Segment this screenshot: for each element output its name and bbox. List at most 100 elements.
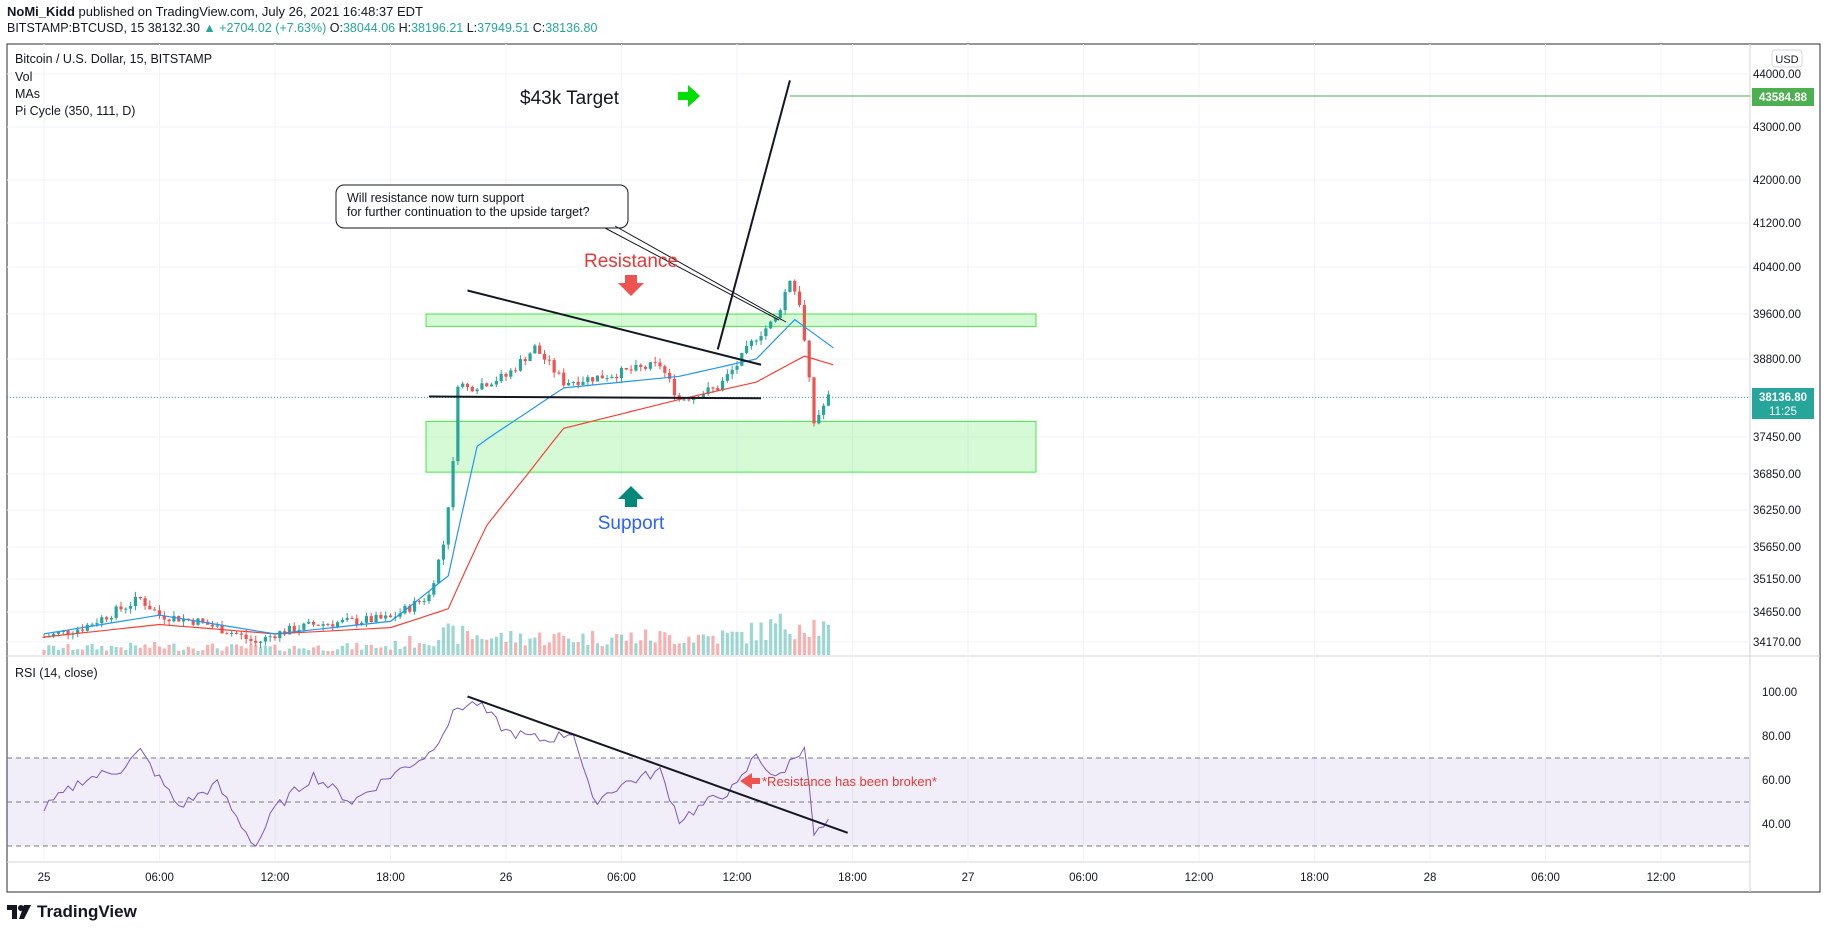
candle (80, 629, 85, 631)
support-zone (425, 420, 1037, 473)
candle (595, 375, 600, 382)
volume-bar (643, 629, 648, 655)
rsi-legend[interactable]: RSI (14, close) (15, 666, 98, 680)
volume-bar (408, 635, 412, 655)
candle (566, 382, 571, 386)
candle (822, 405, 826, 415)
volume-bar (220, 650, 224, 655)
volume-bar (523, 645, 527, 655)
candle (379, 614, 383, 619)
candle (701, 393, 705, 398)
candle (720, 380, 725, 391)
currency-label: USD (1775, 54, 1798, 66)
volume-bar (71, 649, 75, 655)
volume-bar (812, 619, 816, 655)
close-value: 38136.80 (545, 21, 598, 35)
candle (268, 636, 272, 638)
time-tick-label: 12:00 (1647, 872, 1676, 884)
price-tick-label: 38800.00 (1753, 354, 1801, 366)
support-annotation[interactable]: Support (598, 513, 665, 534)
volume-bar (716, 643, 720, 655)
candle (340, 619, 344, 623)
candle (239, 633, 243, 635)
candle (417, 600, 421, 602)
volume-bar (345, 643, 349, 655)
volume-bar (273, 644, 277, 655)
volume-bar (783, 629, 787, 655)
time-axis-labels: 25 06:00 12:00 18:00 26 06:00 12:00 18:00 27 06:0… (38, 872, 1676, 884)
candle (263, 637, 267, 642)
volume-bar (138, 647, 142, 655)
candle (249, 638, 253, 641)
publisher-line: NoMi_Kidd published on TradingView.com, … (7, 4, 423, 19)
candle (485, 383, 489, 387)
candle (542, 353, 547, 360)
candle (157, 610, 162, 616)
candle (562, 372, 566, 386)
candle (326, 624, 330, 626)
callout-box[interactable] (335, 184, 629, 229)
currency-badge[interactable] (1771, 49, 1803, 68)
moving-averages (43, 318, 834, 638)
candle (355, 618, 359, 625)
volume-bar (562, 635, 566, 655)
candle (427, 594, 431, 602)
volume-bar (398, 648, 402, 655)
trend-drawings[interactable] (428, 80, 849, 834)
candle (451, 461, 455, 508)
rsi-note-arrow-icon (740, 773, 760, 789)
time-tick-label: 06:00 (607, 872, 636, 884)
volume-bar (769, 619, 773, 655)
volume-legend[interactable]: Vol (15, 70, 33, 84)
volume-bar (201, 650, 205, 655)
candle (437, 559, 441, 584)
candle (682, 399, 686, 401)
rsi-note[interactable]: *Resistance has been broken* (762, 774, 937, 789)
volume-bar (331, 650, 335, 655)
target-annotation[interactable]: $43k Target (520, 88, 620, 109)
candle (615, 376, 619, 379)
rsi-series-line (43, 700, 829, 847)
chart-frame (6, 43, 1821, 893)
volume-bar (302, 648, 306, 655)
candle (100, 617, 104, 624)
volume-bar (701, 634, 705, 655)
volume-bar (124, 649, 128, 655)
volume-bar (538, 632, 542, 655)
candle (364, 616, 369, 623)
candle (104, 617, 109, 620)
volume-bar (104, 650, 109, 655)
time-tick-label: 18:00 (376, 872, 405, 884)
volume-bar (119, 647, 123, 655)
pi-cycle-legend[interactable]: Pi Cycle (350, 111, D) (15, 104, 136, 118)
volume-bar (249, 644, 253, 655)
volume-bar (234, 644, 239, 655)
price-tick-label: 43000.00 (1753, 122, 1801, 134)
candle (56, 631, 61, 634)
candle (648, 362, 652, 369)
chart-title[interactable]: Bitcoin / U.S. Dollar, 15, BITSTAMP (15, 52, 213, 66)
candle (759, 336, 763, 341)
candle (591, 377, 595, 382)
volume-bar (518, 633, 523, 655)
price-axis-labels: 44000.00 43000.00 42000.00 41200.00 40400.00… (1753, 69, 1801, 649)
volume-bar (114, 646, 118, 655)
volume-bar (239, 646, 243, 655)
author-name[interactable]: NoMi_Kidd (7, 4, 75, 19)
candle (273, 636, 277, 639)
tradingview-logo[interactable]: TradingView (7, 902, 137, 922)
volume-bar (215, 648, 219, 655)
resistance-zone (425, 313, 1037, 327)
time-tick-label: 27 (962, 872, 975, 884)
low-value: 37949.51 (477, 21, 530, 35)
volume-bar (437, 639, 441, 655)
volume-bar (634, 643, 638, 655)
target-price-badge (1752, 88, 1814, 106)
candle (489, 384, 494, 387)
ma-legend[interactable]: MAs (15, 87, 40, 101)
volume-bar (254, 645, 258, 655)
price-tick-label: 42000.00 (1753, 175, 1801, 187)
volume-bar (648, 640, 652, 655)
resistance-annotation[interactable]: Resistance (584, 251, 678, 272)
